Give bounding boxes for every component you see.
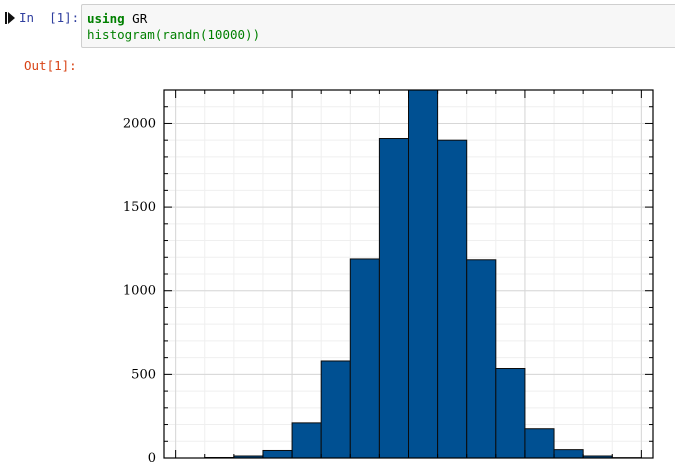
histogram-bar bbox=[524, 428, 555, 459]
y-tick-label: 1000 bbox=[123, 284, 156, 299]
y-tick-label: 500 bbox=[131, 367, 156, 382]
input-cell[interactable]: In [1]: using GR histogram(randn(10000)) bbox=[0, 0, 675, 52]
code-editor[interactable]: using GR histogram(randn(10000)) bbox=[81, 4, 675, 48]
histogram-bar bbox=[378, 138, 409, 459]
histogram-bar bbox=[291, 422, 322, 459]
histogram-bars bbox=[204, 89, 642, 459]
histogram-bar bbox=[553, 449, 584, 459]
histogram-bar bbox=[408, 89, 439, 459]
histogram-bar bbox=[349, 258, 380, 459]
histogram-bar bbox=[437, 139, 468, 459]
histogram-bar bbox=[262, 449, 293, 459]
code-text: GR bbox=[124, 11, 148, 26]
output-prompt: Out[1]: bbox=[24, 58, 77, 73]
code-keyword: using bbox=[87, 11, 125, 26]
y-axis-ticks: 0 500 1000 1500 2000 bbox=[123, 89, 653, 466]
code-line-1[interactable]: using GR bbox=[87, 11, 147, 27]
x-axis-ticks bbox=[175, 90, 642, 458]
run-triangle-icon[interactable] bbox=[5, 12, 15, 24]
histogram-bar bbox=[466, 259, 497, 459]
histogram-bar bbox=[495, 368, 526, 459]
y-tick-label: 2000 bbox=[123, 116, 156, 131]
code-line-2[interactable]: histogram(randn(10000)) bbox=[87, 27, 261, 42]
y-tick-label: 0 bbox=[148, 451, 156, 466]
input-prompt: In [1]: bbox=[19, 10, 80, 25]
y-tick-label: 1500 bbox=[123, 200, 156, 215]
histogram-bar bbox=[320, 360, 351, 459]
